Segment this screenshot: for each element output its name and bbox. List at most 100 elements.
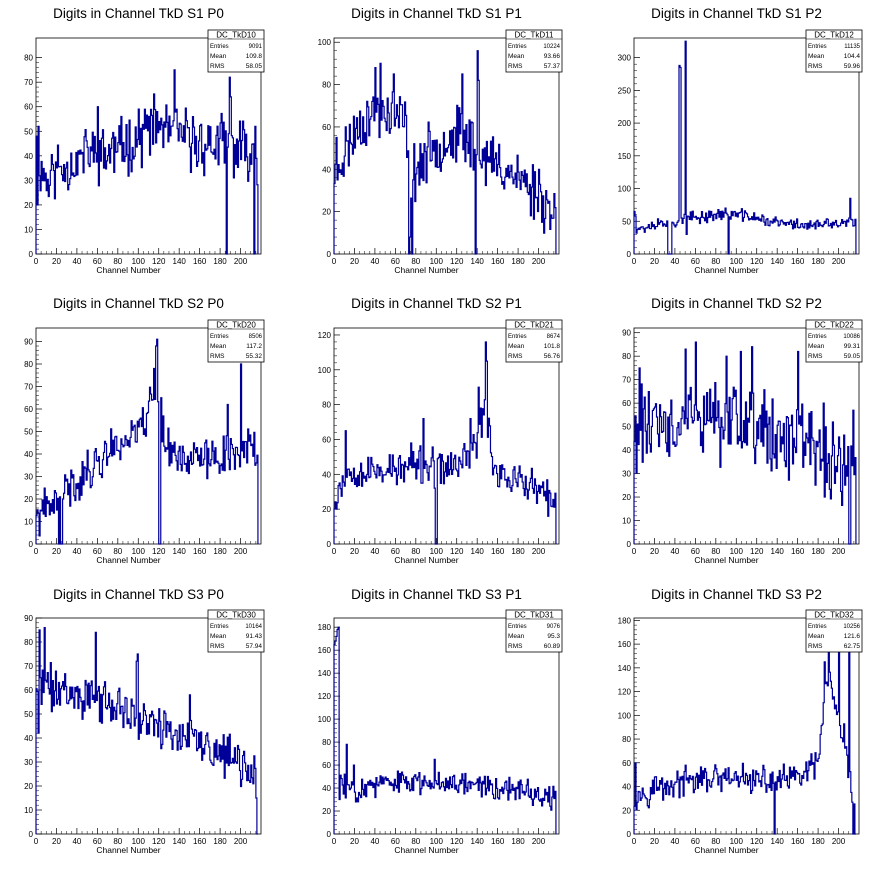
y-tick-label: 0 bbox=[327, 830, 332, 839]
y-tick-label: 140 bbox=[318, 669, 332, 678]
x-tick-label: 160 bbox=[193, 547, 207, 556]
x-tick-label: 40 bbox=[370, 547, 379, 556]
histogram-panel: Digits in Channel TkD S3 P0 0 10 20 30 40 50 60… bbox=[24, 587, 265, 855]
stats-mean-label: Mean bbox=[808, 53, 825, 60]
y-tick-label: 120 bbox=[618, 688, 632, 697]
histogram-series bbox=[35, 627, 258, 835]
x-tick-label: 120 bbox=[450, 257, 464, 266]
y-tick-label: 120 bbox=[318, 692, 332, 701]
x-tick-label: 20 bbox=[52, 257, 61, 266]
x-tick-label: 200 bbox=[234, 257, 248, 266]
x-tick-label: 40 bbox=[370, 257, 379, 266]
stats-box: DC_TkD22 Entries 10086 Mean 99.31 RMS 59.05 bbox=[805, 319, 863, 363]
stats-rms-label: RMS bbox=[808, 353, 823, 360]
x-tick-label: 60 bbox=[93, 257, 102, 266]
stats-entries-label: Entries bbox=[210, 44, 229, 50]
x-tick-label: 20 bbox=[52, 837, 61, 846]
y-tick-label: 60 bbox=[24, 103, 33, 112]
stats-entries-value: 8506 bbox=[249, 334, 263, 340]
y-tick-label: 40 bbox=[322, 784, 331, 793]
chart-title: Digits in Channel TkD S1 P2 bbox=[651, 6, 822, 21]
y-tick-label: 60 bbox=[24, 686, 33, 695]
chart-title: Digits in Channel TkD S1 P0 bbox=[53, 6, 224, 21]
y-tick-label: 40 bbox=[622, 446, 631, 455]
stats-rms-label: RMS bbox=[508, 353, 523, 360]
stats-mean-label: Mean bbox=[508, 343, 525, 350]
stats-rms-value: 58.05 bbox=[246, 63, 263, 70]
x-tick-label: 20 bbox=[52, 547, 61, 556]
stats-mean-value: 109.8 bbox=[246, 53, 263, 60]
stats-name: DC_TkD32 bbox=[814, 611, 854, 620]
stats-entries-value: 10086 bbox=[843, 334, 860, 340]
stats-entries-value: 11135 bbox=[844, 44, 860, 50]
y-tick-label: 30 bbox=[24, 176, 33, 185]
y-tick-label: 140 bbox=[618, 664, 632, 673]
y-tick-label: 80 bbox=[622, 352, 631, 361]
stats-frame bbox=[207, 319, 265, 363]
y-tick-label: 100 bbox=[318, 366, 332, 375]
y-tick-label: 10 bbox=[24, 518, 33, 527]
x-tick-label: 200 bbox=[832, 547, 846, 556]
stats-frame bbox=[805, 609, 863, 653]
y-tick-label: 100 bbox=[618, 711, 632, 720]
stats-box: DC_TkD31 Entries 9076 Mean 95.3 RMS 60.89 bbox=[505, 609, 563, 653]
x-tick-label: 100 bbox=[730, 837, 744, 846]
x-tick-label: 180 bbox=[213, 837, 227, 846]
y-tick-label: 250 bbox=[618, 86, 632, 95]
y-tick-label: 60 bbox=[24, 405, 33, 414]
stats-entries-label: Entries bbox=[210, 334, 229, 340]
chart-title: Digits in Channel TkD S2 P0 bbox=[53, 296, 224, 311]
y-tick-label: 300 bbox=[618, 54, 632, 63]
y-tick-label: 20 bbox=[24, 201, 33, 210]
x-tick-label: 140 bbox=[771, 547, 785, 556]
x-tick-label: 0 bbox=[632, 837, 637, 846]
y-tick-label: 50 bbox=[622, 217, 631, 226]
x-tick-label: 140 bbox=[471, 837, 485, 846]
stats-mean-value: 117.2 bbox=[246, 343, 262, 350]
y-tick-label: 90 bbox=[622, 329, 631, 338]
y-tick-label: 40 bbox=[322, 165, 331, 174]
y-tick-label: 60 bbox=[322, 435, 331, 444]
stats-mean-value: 93.66 bbox=[544, 53, 561, 60]
histogram-series bbox=[333, 50, 557, 255]
x-tick-label: 120 bbox=[152, 547, 166, 556]
y-tick-label: 20 bbox=[24, 495, 33, 504]
x-tick-label: 80 bbox=[411, 257, 420, 266]
x-tick-label: 160 bbox=[791, 257, 805, 266]
x-tick-label: 0 bbox=[34, 257, 39, 266]
y-tick-label: 200 bbox=[618, 119, 632, 128]
x-tick-label: 160 bbox=[491, 547, 505, 556]
y-tick-label: 10 bbox=[622, 517, 631, 526]
histogram-panel: Digits in Channel TkD S1 P1 0 20 40 60 80 100 0… bbox=[318, 6, 563, 275]
y-tick-label: 0 bbox=[627, 540, 632, 549]
y-tick-label: 50 bbox=[24, 428, 33, 437]
histogram-series bbox=[35, 69, 259, 255]
x-tick-label: 120 bbox=[750, 547, 764, 556]
x-tick-label: 40 bbox=[72, 257, 81, 266]
x-tick-label: 40 bbox=[72, 837, 81, 846]
y-tick-label: 180 bbox=[618, 616, 632, 625]
stats-box: DC_TkD30 Entries 10164 Mean 91.43 RMS 57.94 bbox=[207, 609, 265, 653]
y-tick-label: 90 bbox=[24, 614, 33, 623]
y-tick-label: 0 bbox=[29, 830, 34, 839]
x-tick-label: 140 bbox=[471, 257, 485, 266]
y-tick-label: 80 bbox=[24, 54, 33, 63]
y-tick-label: 50 bbox=[622, 423, 631, 432]
x-axis-label: Channel Number bbox=[96, 845, 160, 855]
stats-entries-label: Entries bbox=[808, 334, 827, 340]
x-tick-label: 100 bbox=[430, 257, 444, 266]
x-tick-label: 140 bbox=[173, 257, 187, 266]
stats-rms-value: 55.32 bbox=[246, 353, 263, 360]
chart-title: Digits in Channel TkD S2 P2 bbox=[651, 296, 822, 311]
y-tick-label: 20 bbox=[622, 493, 631, 502]
y-tick-label: 150 bbox=[618, 152, 632, 161]
x-tick-label: 160 bbox=[491, 257, 505, 266]
x-tick-label: 160 bbox=[193, 257, 207, 266]
stats-entries-value: 9091 bbox=[249, 44, 263, 50]
x-tick-label: 120 bbox=[152, 837, 166, 846]
x-tick-label: 180 bbox=[511, 257, 525, 266]
y-tick-label: 80 bbox=[24, 360, 33, 369]
y-tick-label: 30 bbox=[24, 758, 33, 767]
y-tick-label: 50 bbox=[24, 127, 33, 136]
x-tick-label: 200 bbox=[532, 547, 546, 556]
